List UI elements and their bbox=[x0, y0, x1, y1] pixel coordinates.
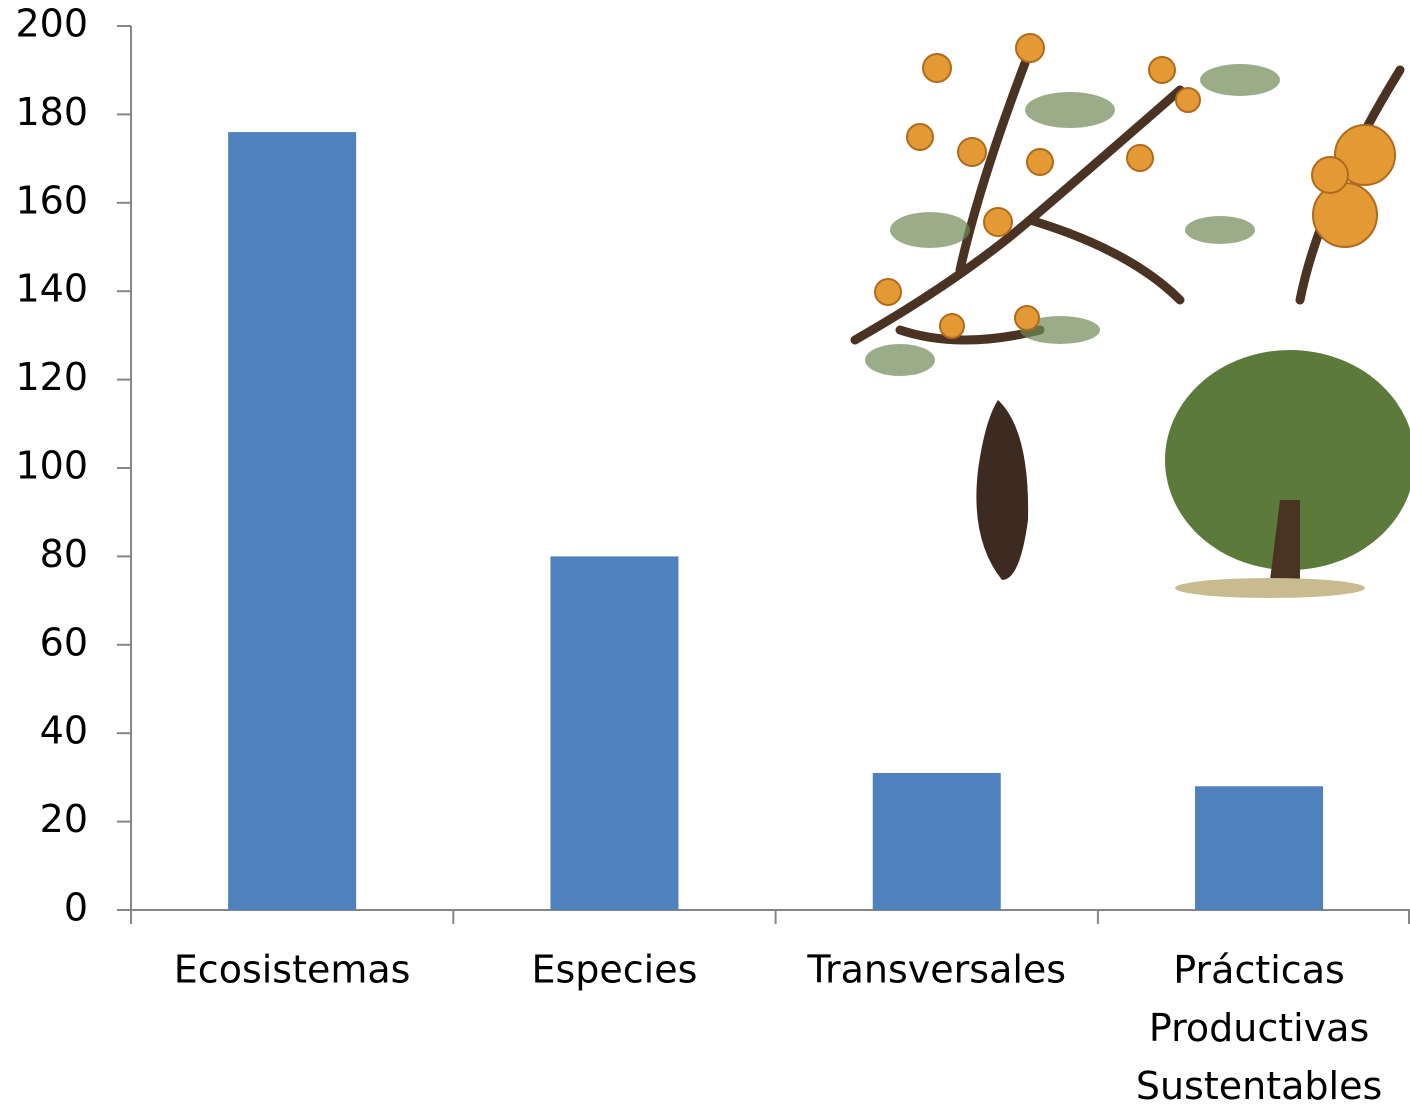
y-tick-label: 160 bbox=[15, 178, 88, 222]
y-tick-label: 0 bbox=[64, 886, 88, 930]
x-tick-label: Prácticas Productivas Sustentables bbox=[1136, 948, 1382, 1108]
y-tick-label: 180 bbox=[15, 90, 88, 134]
y-tick-label: 80 bbox=[40, 532, 88, 576]
illustration bbox=[850, 33, 1410, 598]
y-tick-label: 120 bbox=[15, 355, 88, 399]
y-tick-label: 20 bbox=[40, 797, 88, 841]
x-tick-label: Transversales bbox=[806, 948, 1066, 992]
y-tick-label: 100 bbox=[15, 444, 88, 488]
bar bbox=[228, 132, 357, 910]
y-tick-label: 60 bbox=[40, 620, 88, 664]
bar bbox=[550, 556, 679, 910]
y-tick-label: 40 bbox=[40, 709, 88, 753]
x-tick-label: Ecosistemas bbox=[174, 948, 411, 992]
y-tick-label: 200 bbox=[15, 2, 88, 46]
bar bbox=[872, 772, 1001, 910]
bar bbox=[1195, 786, 1324, 910]
y-tick-label: 140 bbox=[15, 267, 88, 311]
x-tick-label: Especies bbox=[531, 948, 697, 992]
